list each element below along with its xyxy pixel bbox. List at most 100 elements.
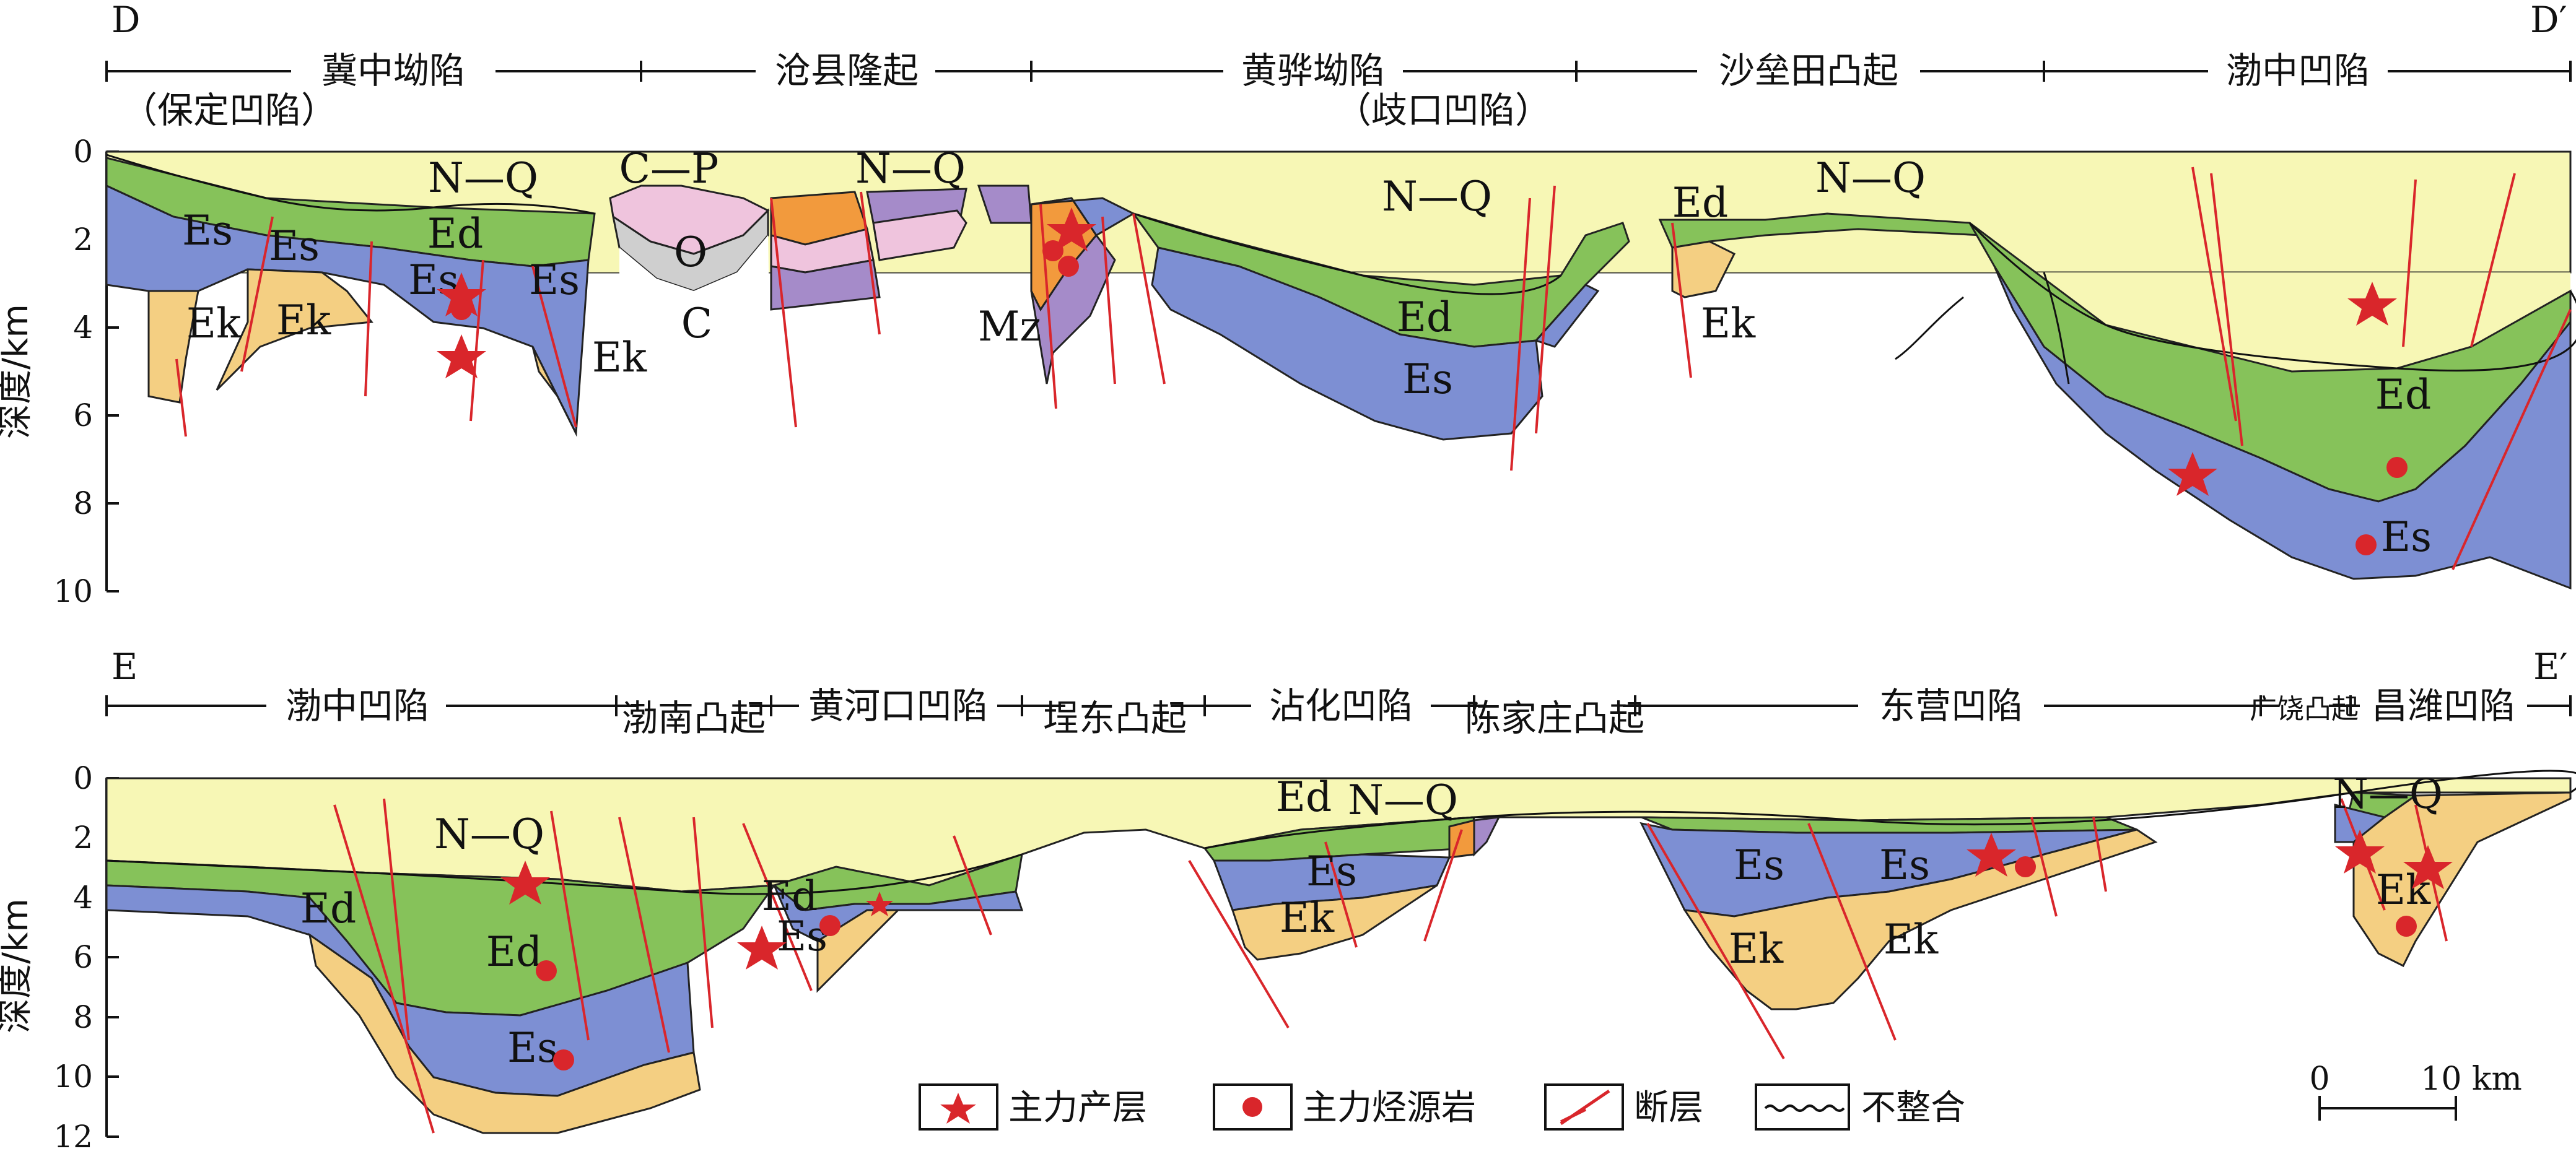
region-label: 渤南凸起 [622, 697, 766, 739]
formation-label: Es [1306, 848, 1357, 895]
formation-label: Es [529, 256, 580, 304]
region-label: 黄河口凹陷 [808, 685, 988, 727]
region-label: 埕东凸起 [1043, 697, 1187, 739]
formation-label: Ek [1701, 300, 1756, 347]
formation-label: Es [1402, 355, 1453, 403]
tick-label: 12 [53, 1119, 93, 1155]
strata-bottom [105, 777, 2572, 1134]
formation-label: Ek [592, 334, 647, 381]
star-icon [2347, 282, 2397, 326]
star-icon [2335, 830, 2385, 874]
dot-icon [2396, 916, 2417, 937]
formation-label: Ek [186, 300, 242, 347]
formation-label: N—Q [1382, 173, 1492, 220]
fault-line [383, 798, 410, 1041]
tick-label: 0 [73, 760, 93, 796]
star-icon [1047, 207, 1096, 251]
formation-label: Ed [762, 872, 818, 920]
fault-line [1039, 204, 1057, 409]
fault-line [2452, 309, 2572, 570]
region-label: 冀中坳陷 [321, 50, 465, 92]
legend-item-unconformity: 不整合 [1755, 1083, 1965, 1131]
formation-label: O [674, 228, 707, 276]
fault-line [1132, 213, 1166, 384]
tick-label: 8 [73, 485, 93, 521]
star-icon [1967, 833, 2016, 877]
stratum-ek [1671, 240, 1736, 298]
formation-label: N—Q [428, 154, 538, 202]
fault-line [860, 191, 881, 335]
formation-label: Ed [300, 885, 356, 932]
legend-label: 主力产层 [1008, 1088, 1147, 1128]
section-top: D D′ 冀中坳陷 （保定凹陷） 沧县隆起 黄骅坳陷 （歧口凹陷） 沙垒田凸起 … [0, 0, 2576, 609]
region-sublabel: （歧口凹陷） [1335, 89, 1551, 131]
dot-icon [451, 299, 472, 320]
fault-line [1423, 829, 1463, 942]
fault-line [2402, 179, 2417, 347]
fault-line [1671, 222, 1692, 378]
region-label: 黄骅坳陷 [1241, 50, 1385, 92]
fault-line [2092, 817, 2107, 892]
formation-label: Es [269, 222, 320, 270]
dot-icon [2356, 534, 2377, 555]
formation-label: C—P [619, 145, 719, 193]
fault-line [1535, 185, 1556, 434]
fault-line [1101, 216, 1116, 384]
fault-line [1510, 198, 1531, 471]
depth-axis-label: 深度/km [0, 304, 36, 439]
star-icon [2168, 452, 2217, 496]
formation-label: Es [777, 913, 827, 960]
formation-labels-bottom: N—Q Ed Ed Es Ed Es Ed N—Q Es Ek Es Es Ek… [300, 770, 2443, 1072]
fault-icon [1560, 1089, 1610, 1126]
tick-label: 6 [73, 939, 93, 975]
stratum-ek [1682, 828, 2158, 1010]
star-icon [737, 926, 787, 970]
formation-labels-top: N—Q Ed Es Ek C—P O Mz N—Q Ed Es N—Q Ed E… [182, 145, 2432, 561]
scale-bar: 0 10 km [2309, 1061, 2522, 1121]
fault-line [953, 835, 992, 935]
fault-line [2191, 167, 2237, 422]
fault-line [240, 216, 274, 372]
formation-label: Ed [427, 210, 483, 258]
tick-label: 2 [73, 222, 93, 258]
dot-icon [1058, 256, 1079, 277]
formation-label: Es [507, 1024, 558, 1072]
formation-label: Ek [1280, 894, 1335, 942]
fault-line [550, 810, 590, 1041]
star-icon [437, 272, 486, 316]
fault-line [175, 358, 187, 437]
region-labels-top: 冀中坳陷 （保定凹陷） 沧县隆起 黄骅坳陷 （歧口凹陷） 沙垒田凸起 渤中凹陷 [121, 50, 2388, 131]
fault-line [333, 804, 435, 1134]
fault-line [742, 823, 813, 991]
region-label: 东营凹陷 [1879, 685, 2023, 727]
tick-label: 2 [73, 820, 93, 856]
markers-bottom [500, 830, 2453, 1070]
dot-icon [1242, 1097, 1262, 1117]
depth-axis-bottom: 0 2 4 6 8 10 12 深度/km [0, 760, 119, 1155]
formation-label: N—Q [1348, 776, 1458, 824]
formation-label: Es [1734, 841, 1784, 889]
fault-line [469, 259, 484, 422]
fault-line [2210, 173, 2243, 446]
depth-axis-top: 0 2 4 6 8 10 深度/km [0, 134, 119, 609]
star-icon [2403, 845, 2453, 889]
star-icon [500, 861, 550, 905]
faults-bottom [333, 798, 2448, 1134]
formation-label: Ek [1884, 916, 1939, 963]
stratum-ek [308, 932, 701, 1134]
formation-label: Ek [1729, 925, 1784, 973]
formation-label: N—Q [855, 145, 966, 193]
formation-label: Ed [486, 928, 542, 976]
star-icon [866, 892, 893, 916]
section-bottom-start-label: E [111, 646, 138, 688]
formation-label: Ed [1276, 773, 1332, 821]
section-bottom-end-label: E′ [2533, 646, 2568, 688]
fault-line [531, 266, 577, 428]
fault-line [692, 817, 714, 1028]
depth-axis-label: 深度/km [0, 898, 36, 1033]
legend-item-fault: 断层 [1544, 1083, 1703, 1131]
star-icon [437, 334, 486, 378]
stratum-es [1151, 246, 1543, 441]
unconformity-icon [1764, 1105, 1845, 1112]
